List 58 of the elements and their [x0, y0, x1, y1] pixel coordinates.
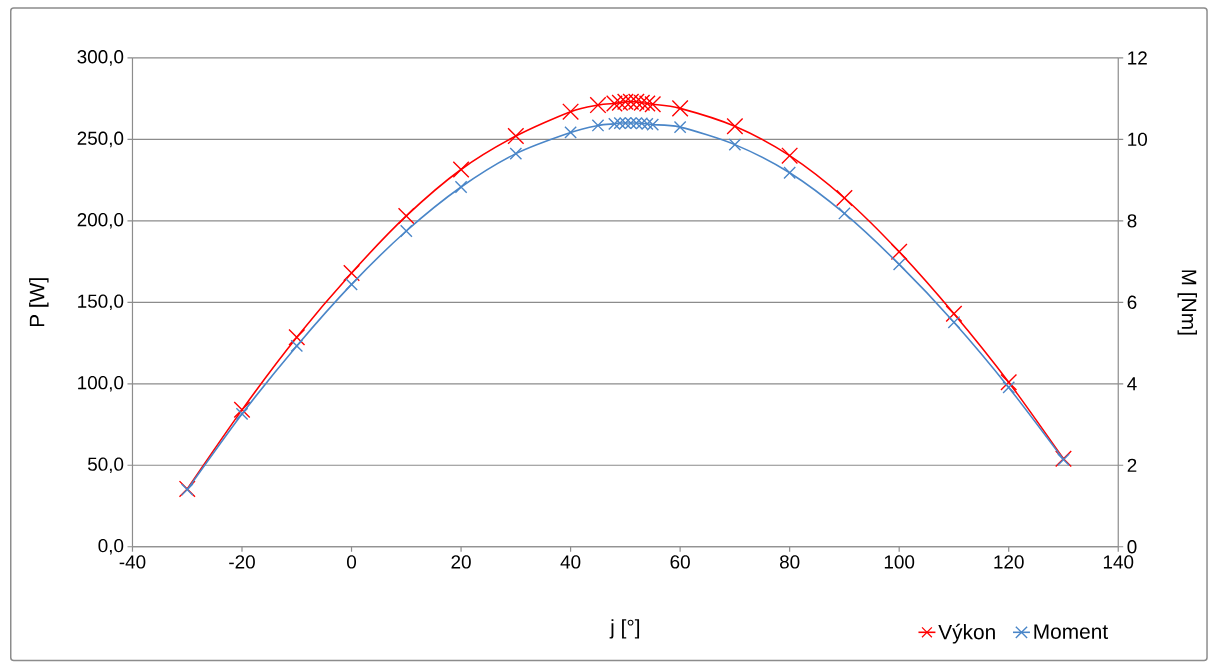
point — [509, 147, 523, 160]
y-tick-label: 300,0 — [77, 49, 124, 66]
y-tick-label: 0,0 — [98, 538, 124, 555]
y-tick-label: 100,0 — [78, 375, 124, 392]
y2-axis-title: M [Nm] — [1177, 270, 1197, 335]
point — [562, 102, 580, 120]
point — [673, 120, 687, 134]
y2-tick-label: 4 — [1127, 377, 1137, 391]
y2-tick-label: 8 — [1127, 213, 1137, 228]
point — [591, 118, 605, 132]
x-tick-label: -40 — [119, 555, 146, 569]
x-tick-label: 120 — [994, 555, 1024, 569]
point — [452, 160, 470, 178]
point — [726, 117, 744, 135]
x-tick-label: 60 — [670, 555, 690, 569]
point — [454, 180, 468, 194]
y-axis-title: P [W] — [29, 278, 49, 326]
point — [671, 99, 689, 117]
point — [345, 277, 358, 291]
point — [564, 125, 577, 139]
x-tick-label: 100 — [884, 555, 915, 569]
point — [288, 328, 306, 346]
y-tick-label: 250,0 — [77, 131, 124, 147]
point — [397, 207, 415, 225]
y2-tick-label: 2 — [1127, 458, 1137, 472]
point — [233, 401, 251, 419]
y-tick-label: 150,0 — [78, 294, 124, 310]
point — [399, 224, 413, 238]
y2-tick-label: 10 — [1128, 132, 1147, 146]
x-tick-label: -20 — [229, 555, 255, 569]
point — [1002, 380, 1016, 394]
x-tick-label: 140 — [1103, 555, 1134, 569]
x-axis-title: j [°] — [609, 618, 640, 639]
point — [290, 339, 304, 352]
point — [892, 257, 906, 271]
y2-tick-label: 0 — [1127, 539, 1137, 554]
y2-tick-label: 6 — [1127, 295, 1137, 309]
x-tick-label: 80 — [779, 555, 800, 569]
point — [728, 138, 742, 151]
y-tick-label: 50,0 — [87, 457, 124, 473]
legend-label: Výkon — [938, 623, 995, 644]
point — [781, 146, 799, 164]
x-tick-label: 20 — [451, 555, 471, 569]
point — [235, 407, 249, 421]
point — [947, 315, 961, 329]
x-tick-label: 0 — [347, 555, 357, 569]
point — [838, 206, 851, 220]
point — [1000, 373, 1018, 391]
point — [945, 305, 963, 322]
point — [835, 189, 853, 207]
x-tick-label: 40 — [560, 555, 581, 569]
point — [507, 127, 525, 145]
point — [343, 264, 360, 282]
point — [890, 243, 908, 261]
y-tick-label: 200,0 — [77, 212, 124, 229]
point — [783, 166, 796, 179]
legend-label: Moment — [1034, 624, 1108, 639]
y2-tick-label: 12 — [1128, 51, 1147, 65]
